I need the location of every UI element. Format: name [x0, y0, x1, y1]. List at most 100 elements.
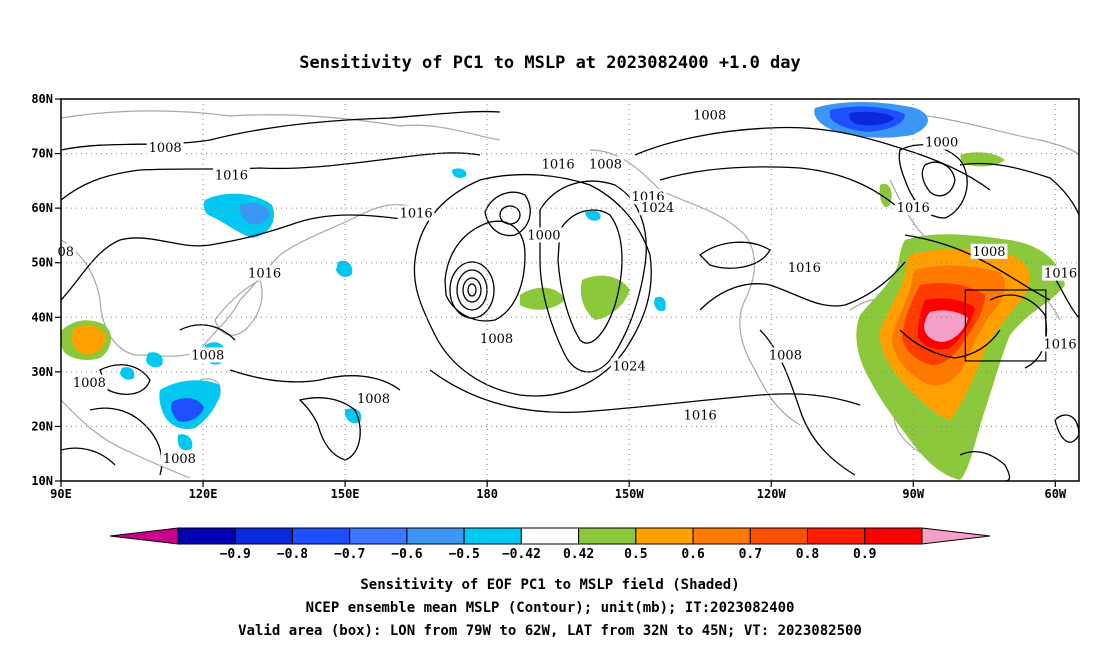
- contour-label-bg: [691, 107, 729, 123]
- contour-label-bg: [639, 200, 676, 216]
- contour-label-bg: [923, 134, 961, 150]
- contour-label-bg: [478, 331, 516, 347]
- lon-tick-label: 90W: [902, 487, 924, 501]
- contour-label: 1008: [693, 108, 726, 123]
- contour-label: 1016: [400, 207, 433, 222]
- map-border: [60, 98, 1080, 482]
- negative-shading-arctic-070: [849, 111, 895, 126]
- contour-label-bg: [539, 156, 577, 172]
- contour-label-bg: [1042, 265, 1079, 281]
- colorbar-swatch: [520, 527, 580, 545]
- negative-shading-spot-i: [654, 296, 666, 312]
- longitude-axis: 90E 120E 150E 180 150W 120W 90W 60W: [50, 481, 1067, 501]
- contour-label-bg: [71, 374, 108, 390]
- latitude-axis: 80N 70N 60N 50N 40N 30N 20N 10N: [31, 92, 61, 488]
- colorbar-swatch: [349, 527, 408, 545]
- caption-line-3: Valid area (box): LON from 79W to 62W, L…: [238, 623, 862, 639]
- contour-label: 1016: [1044, 338, 1077, 353]
- valid-area-box: [964, 289, 1047, 362]
- contour-label: 1016: [248, 267, 281, 282]
- contour-label: 1000: [527, 228, 560, 243]
- lat-tick-label: 80N: [31, 92, 53, 106]
- colorbar-swatch: [291, 527, 351, 545]
- contour-label: 1008: [149, 141, 182, 156]
- colorbar-swatch: [463, 527, 522, 545]
- colorbar-swatch: [234, 527, 293, 545]
- contour-label: 1016: [1044, 267, 1077, 282]
- lon-tick-label: 150W: [615, 487, 645, 501]
- colorbar-swatch: [807, 527, 866, 545]
- negative-shading-siberia-050: [239, 203, 270, 225]
- lat-lon-grid: [61, 99, 1079, 481]
- contour-label: 1008: [972, 245, 1005, 260]
- caption-line-1: Sensitivity of EOF PC1 to MSLP field (Sh…: [360, 577, 739, 593]
- negative-shading-spot-f: [177, 434, 193, 451]
- positive-shading-max: [924, 310, 968, 342]
- colorbar: −0.9 −0.8 −0.7 −0.6 −0.5 −0.42 0.42 0.5 0.6 0.7 0.…: [109, 527, 991, 562]
- contour-label: 1024: [613, 359, 646, 374]
- contour-label: 1024: [641, 201, 674, 216]
- colorbar-tick-label: 0.8: [796, 547, 820, 562]
- colorbar-tick-label: 0.6: [681, 547, 705, 562]
- contour-label-bg: [160, 451, 198, 467]
- contour-label-bg: [894, 200, 932, 216]
- colorbar-swatch: [749, 527, 809, 545]
- positive-shading-canada: [879, 183, 892, 208]
- mslp-contours: [60, 110, 1080, 482]
- contour-label-bg: [767, 347, 804, 363]
- contour-label: 1008: [589, 157, 622, 172]
- contour-label-bg: [1041, 336, 1079, 352]
- colorbar-tick-label: −0.6: [391, 547, 422, 562]
- colorbar-tick-label: −0.42: [502, 547, 541, 562]
- contour-labels: 1008 1016 1016 1016 1016 1008 1016 1024 1000 1008…: [55, 107, 1079, 467]
- colorbar-swatch: [864, 527, 923, 545]
- contour-label-bg: [355, 391, 392, 407]
- colorbar-tick-label: −0.7: [334, 547, 365, 562]
- contour-label-bg: [681, 407, 719, 423]
- contour-label: 1016: [897, 201, 930, 216]
- contour-label-bg: [213, 167, 250, 183]
- lon-tick-label: 180: [476, 487, 498, 501]
- caption-line-2: NCEP ensemble mean MSLP (Contour); unit(…: [306, 600, 795, 616]
- colorbar-swatch: [406, 527, 465, 545]
- contour-label: 1008: [357, 392, 390, 407]
- contour-label: 1016: [542, 157, 575, 172]
- colorbar-swatch: [177, 527, 236, 545]
- lon-tick-label: 150E: [331, 487, 360, 501]
- lat-tick-label: 50N: [31, 256, 53, 270]
- contour-label: 1016: [788, 261, 821, 276]
- lon-tick-label: 60W: [1044, 487, 1066, 501]
- contour-label-bg: [610, 358, 648, 374]
- lat-tick-label: 60N: [31, 201, 53, 215]
- colorbar-max-triangle: [921, 527, 991, 545]
- contour-label-bg: [970, 243, 1008, 259]
- positive-shading-pacific-b: [580, 275, 630, 320]
- lat-tick-label: 20N: [31, 419, 53, 433]
- positive-shading-asia-060: [72, 325, 106, 355]
- contour-label-bg: [525, 227, 563, 243]
- lon-tick-label: 120W: [757, 487, 787, 501]
- negative-shading-spot-c: [120, 367, 135, 380]
- negative-shading-spot-d: [336, 260, 353, 277]
- colorbar-swatch: [578, 527, 637, 545]
- colorbar-tick-label: 0.7: [739, 547, 762, 562]
- colorbar-min-triangle: [109, 527, 179, 545]
- lon-tick-label: 90E: [50, 487, 72, 501]
- contour-label-bg: [246, 265, 283, 281]
- contour-label: 08: [57, 245, 74, 260]
- contour-label-bg: [785, 260, 823, 276]
- lat-tick-label: 30N: [31, 365, 53, 379]
- contour-label: 1008: [163, 452, 196, 467]
- negative-shading-spot-b: [146, 352, 163, 368]
- lat-tick-label: 40N: [31, 310, 53, 324]
- negative-shading-spot-e: [344, 408, 362, 424]
- positive-shading-greenland: [960, 152, 1005, 167]
- contour-label-bg: [587, 156, 624, 172]
- colorbar-swatch: [692, 527, 751, 545]
- positive-shading-pacific-a: [520, 287, 565, 310]
- contour-label: 1016: [684, 409, 717, 424]
- colorbar-tick-label: 0.9: [853, 547, 876, 562]
- colorbar-tick-label: 0.42: [563, 547, 594, 562]
- contour-label: 1016: [215, 168, 248, 183]
